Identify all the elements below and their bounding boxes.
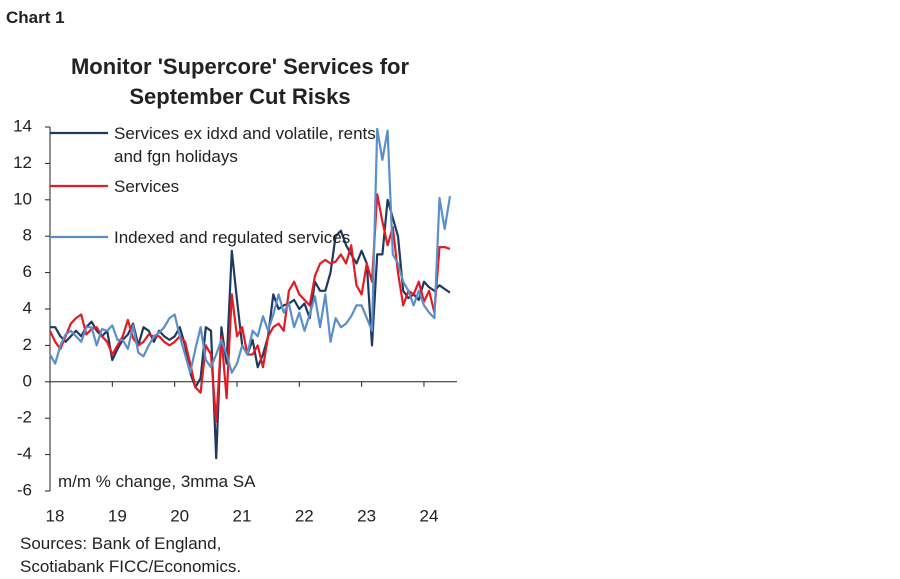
y-tick-label: -6: [17, 480, 32, 499]
x-tick-label: 20: [170, 506, 189, 525]
x-tick-label: 22: [295, 506, 314, 525]
x-tick-label: 23: [357, 506, 376, 525]
source: Sources: Bank of England, Scotiabank FIC…: [20, 534, 242, 576]
series-line: [49, 127, 452, 374]
chart-label: Chart 1: [6, 8, 65, 27]
y-tick-label: 14: [13, 116, 32, 135]
y-tick-label: 4: [23, 298, 32, 317]
x-tick-label: 18: [46, 506, 65, 525]
chart-title: Monitor 'Supercore' Services for Septemb…: [70, 54, 410, 109]
y-tick-label: -4: [17, 444, 32, 463]
y-tick-label: 0: [23, 371, 32, 390]
legend-label: Indexed and regulated services: [114, 228, 351, 247]
y-tick-label: 12: [13, 153, 32, 172]
annotation: m/m % change, 3mma SA: [58, 472, 256, 491]
x-tick-label: 19: [108, 506, 127, 525]
legend-label: Services ex idxd and volatile, rents and…: [114, 124, 376, 166]
y-tick-label: -2: [17, 408, 32, 427]
legend-label: Services: [114, 177, 180, 196]
y-tick-label: 6: [23, 262, 32, 281]
y-tick-label: 10: [13, 189, 32, 208]
y-tick-label: 8: [23, 226, 32, 245]
series-line: [49, 193, 451, 423]
y-tick-label: 2: [23, 335, 32, 354]
x-tick-label: 21: [233, 506, 252, 525]
x-tick-label: 24: [420, 506, 439, 525]
